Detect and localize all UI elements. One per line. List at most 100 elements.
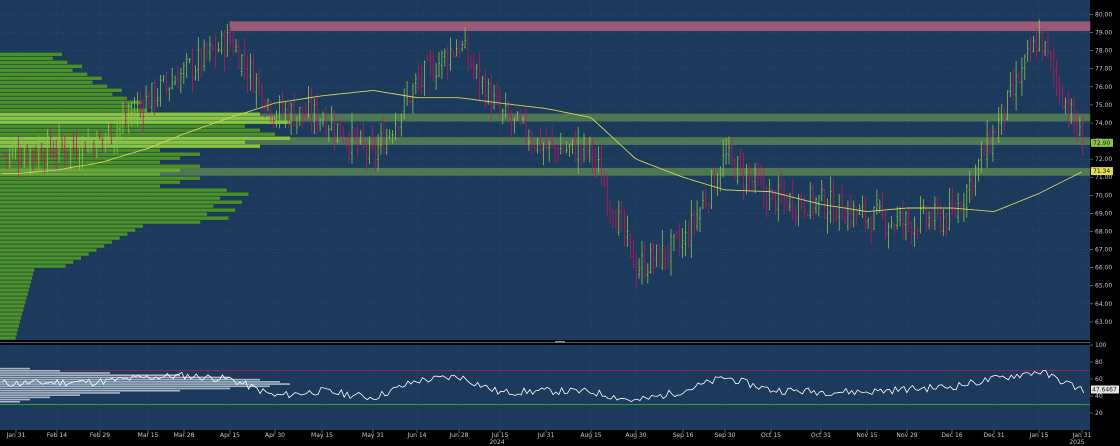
osc-tick-label: 100: [1095, 342, 1107, 349]
time-tick-label: May 31: [362, 432, 384, 439]
time-tick-label: Jul 15: [491, 432, 509, 439]
volume-profile-bar: [0, 272, 34, 276]
volume-profile-bar: [0, 176, 200, 180]
volume-profile-bar: [0, 324, 19, 328]
volume-profile-bar: [0, 80, 93, 84]
volume-profile-bar: [0, 144, 260, 148]
time-tick-label: Jan 31: [6, 432, 26, 439]
year-label: 2024: [489, 439, 504, 446]
osc-profile-bar: [0, 370, 60, 372]
osc-tick-label: 20: [1095, 410, 1103, 417]
band-level-71[interactable]: [0, 167, 1091, 176]
time-tick-label: Mar 28: [174, 432, 195, 439]
time-tick-label: Feb 29: [90, 432, 110, 439]
price-tick-label: 76.00: [1095, 84, 1112, 91]
volume-profile-bar: [0, 292, 28, 296]
pane-divider-grip[interactable]: [555, 341, 565, 343]
volume-profile-bar: [0, 216, 229, 220]
time-tick-label: Aug 30: [625, 432, 646, 439]
time-tick-label: Jan 15: [1029, 432, 1049, 439]
volume-profile-bar: [0, 96, 128, 100]
band-level-74[interactable]: [0, 113, 1091, 122]
volume-profile-bar: [0, 212, 207, 216]
right-axis-area: [1090, 0, 1120, 446]
osc-tick-label: 80: [1095, 359, 1103, 366]
osc-profile-bar: [0, 387, 230, 390]
price-tick-label: 75.00: [1095, 102, 1112, 109]
ma-value-pill: [1091, 167, 1113, 176]
volume-profile-bar: [0, 92, 113, 96]
volume-profile-bar: [0, 164, 200, 168]
volume-profile-bar: [0, 104, 133, 108]
volume-profile-bar: [0, 268, 35, 272]
volume-profile-bar: [0, 192, 249, 196]
osc-profile-bar: [0, 385, 270, 388]
time-tick-label: Jun 28: [449, 432, 469, 439]
oscillator-pane-background: [0, 345, 1090, 430]
time-tick-label: Jun 14: [407, 432, 427, 439]
volume-profile-bar: [0, 276, 33, 280]
volume-profile-bar: [0, 180, 180, 184]
volume-profile-bar: [0, 84, 108, 88]
band-resistance[interactable]: [229, 21, 1091, 32]
osc-profile-bar: [0, 381, 280, 383]
band-level-73[interactable]: [0, 137, 1091, 145]
osc-profile-bar: [0, 383, 290, 385]
time-tick-label: Nov 29: [896, 432, 917, 439]
volume-profile-bar: [0, 60, 68, 64]
osc-profile-bar: [0, 396, 50, 399]
time-tick-label: Nov 15: [856, 432, 877, 439]
osc-profile-bar: [0, 376, 230, 379]
volume-profile-bar: [0, 204, 214, 208]
price-tick-label: 69.00: [1095, 210, 1112, 217]
osc-profile-bar: [0, 389, 180, 392]
time-tick-label: Feb 14: [47, 432, 67, 439]
time-tick-label: Apr 30: [265, 432, 285, 439]
volume-profile-bar: [0, 108, 147, 112]
volume-profile-bar: [0, 140, 245, 144]
volume-profile-bar: [0, 336, 16, 340]
osc-profile-bar: [0, 367, 30, 370]
time-tick-label: Dec 31: [983, 432, 1004, 439]
osc-tick-label: 60: [1095, 376, 1103, 383]
ma-value-label: 71.34: [1093, 168, 1110, 175]
volume-profile-bar: [0, 200, 242, 204]
volume-profile-bar: [0, 248, 97, 252]
volume-profile-bar: [0, 120, 290, 124]
volume-profile-bar: [0, 312, 23, 316]
price-tick-label: 64.00: [1095, 301, 1112, 308]
volume-profile-bar: [0, 172, 160, 176]
osc-profile-bar: [0, 398, 30, 401]
volume-profile-bar: [0, 316, 22, 320]
osc-profile-bar: [0, 374, 180, 377]
price-tick-label: 67.00: [1095, 247, 1112, 254]
volume-profile-bar: [0, 280, 32, 284]
volume-profile-bar: [0, 100, 142, 104]
price-tick-label: 70.00: [1095, 192, 1112, 199]
volume-profile-bar: [0, 76, 102, 80]
price-tick-label: 71.00: [1095, 174, 1112, 181]
osc-profile-bar: [0, 392, 120, 394]
osc-value-label: 47.6467: [1092, 387, 1117, 394]
price-tick-label: 63.00: [1095, 319, 1112, 326]
price-tick-label: 74.00: [1095, 120, 1112, 127]
volume-profile-bar: [0, 188, 227, 192]
volume-profile-bar: [0, 236, 120, 240]
volume-profile-bar: [0, 152, 200, 156]
volume-profile-bar: [0, 240, 112, 244]
volume-profile-bar: [0, 320, 20, 324]
price-tick-label: 68.00: [1095, 228, 1112, 235]
volume-profile-bar: [0, 148, 160, 152]
osc-profile-bar: [0, 372, 110, 374]
volume-profile-bar: [0, 68, 73, 72]
volume-profile-bar: [0, 56, 53, 60]
price-pane-background: [0, 0, 1090, 340]
volume-profile-bar: [0, 112, 260, 116]
price-tick-label: 77.00: [1095, 66, 1112, 73]
price-tick-label: 72.00: [1095, 156, 1112, 163]
volume-profile-bar: [0, 244, 105, 248]
volume-profile-bar: [0, 264, 66, 268]
volume-profile-bar: [0, 252, 89, 256]
